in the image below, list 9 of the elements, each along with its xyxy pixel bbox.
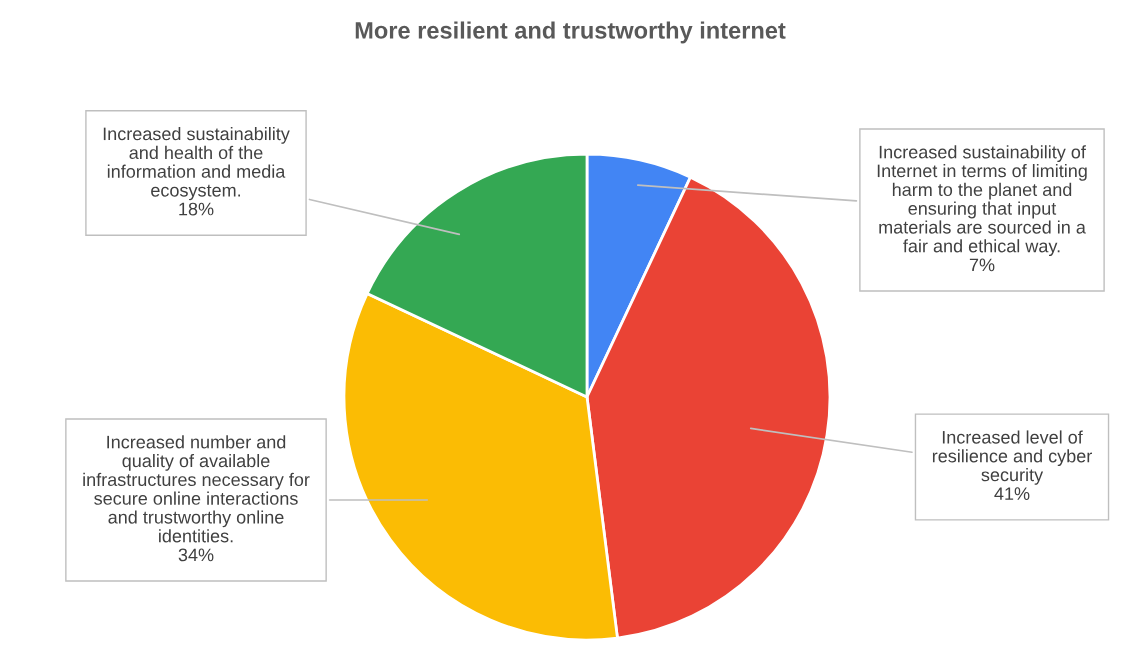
data-label: 18%	[179, 202, 214, 216]
slice-label: Increased number and quality of available infrastructures necessary for secure online interactions and trustworthy online identities.	[83, 435, 310, 543]
slice-label: Increased level of resilience and cyber security	[932, 430, 1092, 485]
data-label: 41%	[994, 487, 1030, 500]
chart-title: More resilient and trustworthy internet	[355, 21, 786, 44]
data-label: 7%	[969, 258, 995, 272]
slice-label: Increased sustainability and health of the information and media ecosystem.	[103, 127, 290, 201]
slice-label: Increased sustainability of Internet in terms of limiting harm to the planet and ensuring that input materials are sourced in a fair and ethical way.	[877, 145, 1087, 256]
data-label: 34%	[178, 548, 214, 562]
